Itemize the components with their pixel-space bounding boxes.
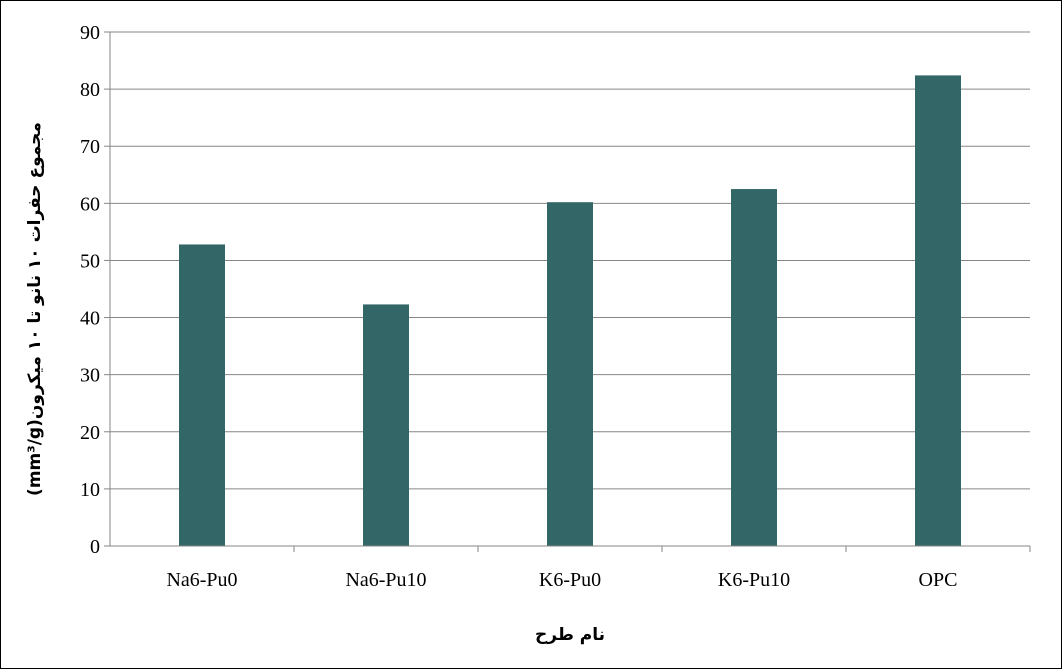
y-tick-label: 60: [80, 193, 100, 215]
y-tick-label: 70: [80, 136, 100, 158]
bar-k6-pu0: [547, 202, 593, 547]
y-tick-label: 40: [80, 308, 100, 330]
y-tick-label: 80: [80, 79, 100, 101]
y-tick-label: 30: [80, 365, 100, 387]
y-tick-label: 20: [80, 422, 100, 444]
y-tick-labels: 0 10 20 30 40 50 60 70 80 90: [80, 22, 100, 558]
x-axis-title: نام طرح: [535, 625, 605, 645]
bar-opc: [915, 75, 961, 546]
y-tick-label: 90: [80, 22, 100, 44]
x-tick-label: Na6-Pu0: [166, 569, 237, 591]
y-tick-label: 10: [80, 479, 100, 501]
y-tick-label: 0: [90, 536, 100, 558]
x-tick-label: K6-Pu10: [718, 569, 790, 591]
y-axis-title: مجموع حفرات ۱۰ نانو تا ۱۰ میکرون(mm³/g): [25, 122, 45, 496]
x-tick-labels: Na6-Pu0 Na6-Pu10 K6-Pu0 K6-Pu10 OPC: [166, 546, 1031, 591]
x-tick-label: Na6-Pu10: [345, 569, 426, 591]
x-tick-label: OPC: [919, 569, 958, 591]
bar-na6-pu0: [179, 244, 225, 546]
bar-na6-pu10: [363, 304, 409, 546]
y-tick-label: 50: [80, 250, 100, 272]
bars: [179, 75, 961, 547]
bar-k6-pu10: [731, 189, 777, 547]
x-tick-label: K6-Pu0: [539, 569, 601, 591]
